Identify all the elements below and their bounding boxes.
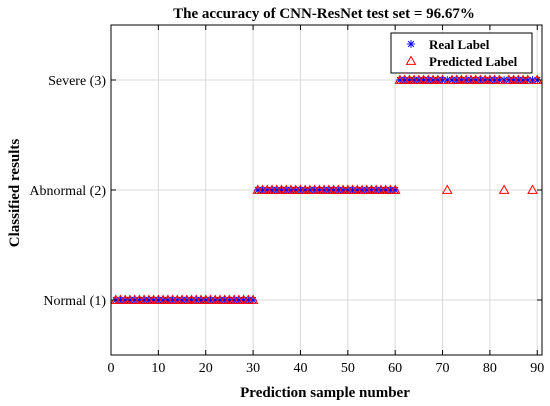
legend-marker-real-label <box>407 40 415 48</box>
y-axis-label: Classified results <box>7 139 23 248</box>
predicted-label-point <box>437 74 448 84</box>
legend: Real Label Predicted Label <box>390 32 533 74</box>
x-tick-label: 30 <box>246 361 260 376</box>
x-tick-label: 60 <box>388 361 402 376</box>
predicted-label-point <box>522 74 534 84</box>
x-tick-label: 90 <box>530 361 544 376</box>
predicted-label-point <box>494 74 505 84</box>
x-tick-label: 20 <box>199 361 213 376</box>
predicted-label-point <box>247 294 259 304</box>
data-marks <box>110 74 543 304</box>
predicted-label-point <box>498 184 510 194</box>
predicted-label-point <box>531 74 543 84</box>
legend-triangle-icon <box>405 55 417 65</box>
y-tick-label: Normal (1) <box>43 294 106 309</box>
predicted-label-point <box>441 184 453 194</box>
x-tick-label: 40 <box>293 361 307 376</box>
x-tick-label: 70 <box>436 361 450 376</box>
legend-asterisk-icon <box>407 40 415 48</box>
x-tick-label: 0 <box>108 361 115 376</box>
legend-box <box>390 32 533 74</box>
axis-ticks: 0 10 20 30 40 50 60 70 80 90 Normal (1) Abnormal (2… <box>29 25 544 376</box>
x-tick-label: 50 <box>341 361 355 376</box>
x-axis-label: Prediction sample number <box>240 385 410 401</box>
y-tick-label: Abnormal (2) <box>29 184 106 199</box>
predicted-label-point <box>527 184 538 194</box>
y-tick-label: Severe (3) <box>48 74 106 89</box>
x-tick-label: 10 <box>151 361 165 376</box>
chart-title: The accuracy of CNN-ResNet test set = 96… <box>173 6 475 22</box>
x-tick-label: 80 <box>483 361 497 376</box>
legend-marker-predicted-label <box>405 55 417 65</box>
predicted-label-point <box>389 184 401 194</box>
legend-label-real-label: Real Label <box>429 37 490 52</box>
legend-label-predicted-label: Predicted Label <box>429 54 518 69</box>
